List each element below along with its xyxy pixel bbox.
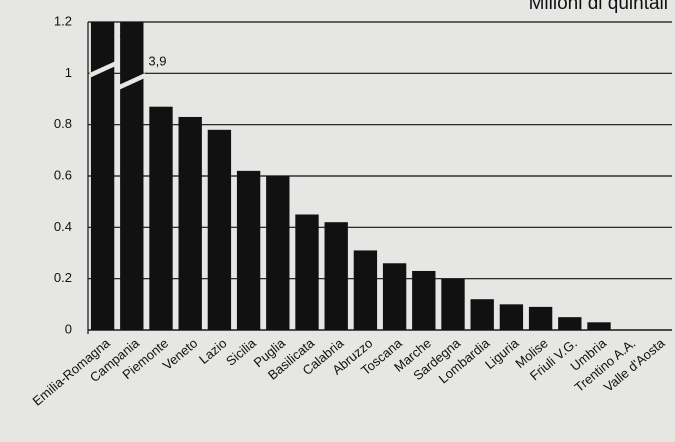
bar bbox=[90, 22, 115, 330]
bar-break bbox=[118, 73, 145, 90]
chart-title: Milioni di quintali bbox=[529, 0, 668, 14]
bar bbox=[353, 250, 378, 330]
bar bbox=[470, 299, 494, 330]
y-tick-label: 0.8 bbox=[54, 116, 72, 131]
bar bbox=[499, 304, 524, 330]
bar bbox=[120, 22, 144, 330]
y-tick-label: 0.4 bbox=[54, 219, 72, 234]
bar bbox=[324, 222, 348, 330]
bar bbox=[295, 214, 319, 330]
bar-break bbox=[89, 61, 116, 78]
y-tick-label: 1 bbox=[65, 65, 72, 80]
bar bbox=[266, 176, 290, 330]
bar bbox=[178, 116, 202, 330]
bar bbox=[149, 106, 173, 330]
bar bbox=[528, 306, 553, 330]
bar bbox=[236, 170, 261, 330]
bar bbox=[412, 270, 436, 330]
y-tick-label: 0.2 bbox=[54, 270, 72, 285]
y-tick-label: 0.6 bbox=[54, 167, 72, 182]
bar bbox=[207, 129, 232, 330]
bar bbox=[587, 322, 611, 330]
value-label: 3,9 bbox=[148, 53, 166, 68]
bar bbox=[441, 278, 465, 330]
y-tick-label: 0 bbox=[65, 321, 72, 336]
bar bbox=[382, 263, 407, 330]
y-tick-label: 1.2 bbox=[54, 13, 72, 28]
bar bbox=[558, 317, 582, 330]
